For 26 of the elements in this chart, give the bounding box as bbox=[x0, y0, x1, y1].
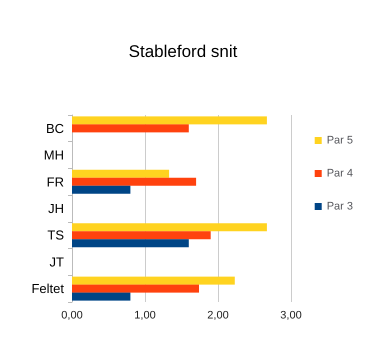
y-tick-label: TS bbox=[47, 228, 64, 243]
x-tick-label: 1,00 bbox=[134, 310, 156, 322]
bar bbox=[72, 231, 211, 240]
y-tick-label: MH bbox=[44, 148, 64, 163]
x-tick-label: 0,00 bbox=[61, 310, 83, 322]
bar bbox=[72, 186, 130, 194]
legend-label: Par 5 bbox=[326, 134, 354, 146]
x-tick-label: 2,00 bbox=[207, 310, 229, 322]
bar bbox=[72, 223, 267, 232]
y-tick-label: FR bbox=[46, 174, 64, 190]
bar bbox=[72, 116, 267, 124]
legend-label: Par 3 bbox=[326, 200, 354, 212]
bar bbox=[72, 284, 200, 293]
y-tick-label: JT bbox=[50, 254, 64, 270]
y-tick-label: Feltet bbox=[31, 281, 64, 296]
bar bbox=[72, 292, 130, 301]
bar bbox=[72, 124, 189, 132]
x-tick-label: 3,00 bbox=[280, 310, 302, 322]
bar bbox=[72, 170, 170, 178]
y-tick-label: JH bbox=[48, 201, 64, 216]
bar bbox=[72, 178, 196, 186]
chart-title: Stableford snit bbox=[128, 42, 238, 61]
bar bbox=[72, 239, 189, 248]
y-tick-label: BC bbox=[46, 120, 64, 136]
legend-label: Par 4 bbox=[326, 168, 354, 180]
bar bbox=[72, 276, 235, 285]
